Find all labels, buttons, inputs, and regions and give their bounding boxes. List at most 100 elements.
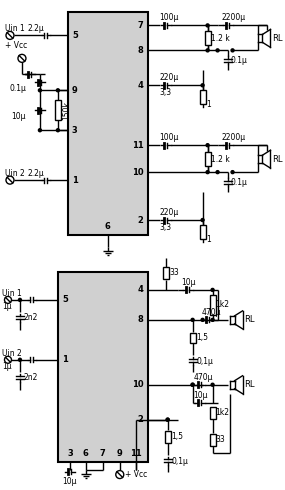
- Text: 220μ: 220μ: [160, 208, 179, 217]
- Text: 0.1μ: 0.1μ: [231, 56, 247, 65]
- Text: 11: 11: [132, 141, 144, 149]
- Text: Uin 1: Uin 1: [5, 24, 25, 33]
- Circle shape: [201, 318, 204, 321]
- Text: 10: 10: [132, 168, 144, 176]
- Text: 1k2: 1k2: [215, 300, 230, 309]
- Bar: [165, 431, 171, 442]
- Circle shape: [166, 418, 169, 421]
- Circle shape: [206, 24, 209, 27]
- Text: 9: 9: [72, 86, 78, 95]
- Text: 11: 11: [130, 448, 142, 458]
- Bar: [58, 272, 148, 462]
- Text: 3,3: 3,3: [160, 88, 172, 98]
- Bar: [205, 31, 211, 46]
- Circle shape: [216, 171, 219, 173]
- Text: 1.2 k: 1.2 k: [211, 155, 229, 164]
- Circle shape: [166, 418, 169, 421]
- Text: 5: 5: [72, 31, 78, 40]
- Text: 4: 4: [138, 81, 144, 90]
- Text: 10μ: 10μ: [62, 477, 76, 486]
- Text: 33: 33: [215, 435, 225, 444]
- Text: 2: 2: [138, 216, 144, 224]
- Text: 8: 8: [138, 46, 144, 55]
- Text: 8: 8: [138, 316, 144, 324]
- Text: 33: 33: [170, 269, 180, 277]
- Circle shape: [231, 171, 234, 173]
- Text: RL: RL: [272, 155, 283, 164]
- Text: 10μ: 10μ: [11, 112, 26, 121]
- Text: 10μ: 10μ: [194, 391, 208, 400]
- Text: 2200μ: 2200μ: [221, 133, 246, 142]
- Text: RL: RL: [245, 316, 255, 324]
- Circle shape: [211, 318, 214, 321]
- Circle shape: [211, 289, 214, 292]
- Text: 6: 6: [83, 448, 89, 458]
- Text: 1: 1: [207, 235, 211, 244]
- Text: + Vcc: + Vcc: [5, 41, 27, 50]
- Text: 470μ: 470μ: [201, 308, 221, 317]
- Text: 1: 1: [72, 175, 78, 185]
- Text: 10: 10: [132, 380, 144, 389]
- Text: 150k: 150k: [62, 101, 71, 120]
- Bar: [209, 407, 215, 418]
- Text: Uin 1: Uin 1: [2, 289, 22, 298]
- Text: RL: RL: [245, 380, 255, 389]
- Text: Uin 2: Uin 2: [2, 349, 22, 358]
- Text: 1.2 k: 1.2 k: [211, 34, 229, 43]
- Circle shape: [38, 89, 41, 92]
- Bar: [190, 333, 196, 343]
- Circle shape: [211, 383, 214, 386]
- Text: 0,1μ: 0,1μ: [197, 357, 213, 367]
- Circle shape: [19, 358, 21, 361]
- Circle shape: [38, 81, 41, 84]
- Text: 3: 3: [72, 126, 78, 135]
- Text: 9: 9: [117, 448, 123, 458]
- Circle shape: [19, 298, 21, 301]
- Circle shape: [191, 383, 194, 386]
- Circle shape: [201, 84, 204, 87]
- Text: 2.2μ: 2.2μ: [28, 24, 45, 33]
- Circle shape: [191, 383, 194, 386]
- Circle shape: [201, 219, 204, 221]
- Text: 2.2μ: 2.2μ: [28, 169, 45, 178]
- Circle shape: [56, 89, 59, 92]
- Bar: [163, 267, 169, 279]
- Circle shape: [216, 49, 219, 52]
- Bar: [68, 12, 148, 235]
- Text: 3: 3: [67, 448, 73, 458]
- Text: 10μ: 10μ: [182, 278, 196, 287]
- Text: 6: 6: [105, 222, 111, 231]
- Circle shape: [38, 129, 41, 132]
- Text: 1,5: 1,5: [172, 432, 184, 441]
- Text: 1μ: 1μ: [2, 302, 12, 311]
- Circle shape: [206, 144, 209, 147]
- Text: 2: 2: [138, 415, 144, 424]
- Text: 2200μ: 2200μ: [221, 13, 246, 23]
- Text: 0.1μ: 0.1μ: [231, 177, 247, 187]
- Text: 100μ: 100μ: [160, 133, 179, 142]
- Text: 2n2: 2n2: [24, 373, 38, 382]
- Text: Uin 2: Uin 2: [5, 169, 25, 178]
- Text: 1,5: 1,5: [197, 333, 209, 343]
- Text: 1μ: 1μ: [2, 362, 12, 371]
- Text: 220μ: 220μ: [160, 74, 179, 82]
- Bar: [200, 90, 205, 104]
- Text: 2n2: 2n2: [24, 314, 38, 322]
- Circle shape: [206, 171, 209, 173]
- Text: 0.1μ: 0.1μ: [9, 84, 26, 93]
- Text: 3,3: 3,3: [160, 223, 172, 232]
- Text: 4: 4: [138, 285, 144, 294]
- Text: + Vcc: + Vcc: [125, 470, 147, 479]
- Text: 1: 1: [207, 100, 211, 109]
- Circle shape: [38, 109, 41, 112]
- Circle shape: [231, 49, 234, 52]
- Bar: [209, 434, 215, 445]
- Bar: [55, 100, 61, 120]
- Text: 1: 1: [62, 355, 68, 364]
- Circle shape: [191, 318, 194, 321]
- Bar: [200, 225, 205, 239]
- Circle shape: [206, 49, 209, 52]
- Text: 7: 7: [138, 21, 144, 30]
- Bar: [209, 295, 215, 315]
- Circle shape: [56, 129, 59, 132]
